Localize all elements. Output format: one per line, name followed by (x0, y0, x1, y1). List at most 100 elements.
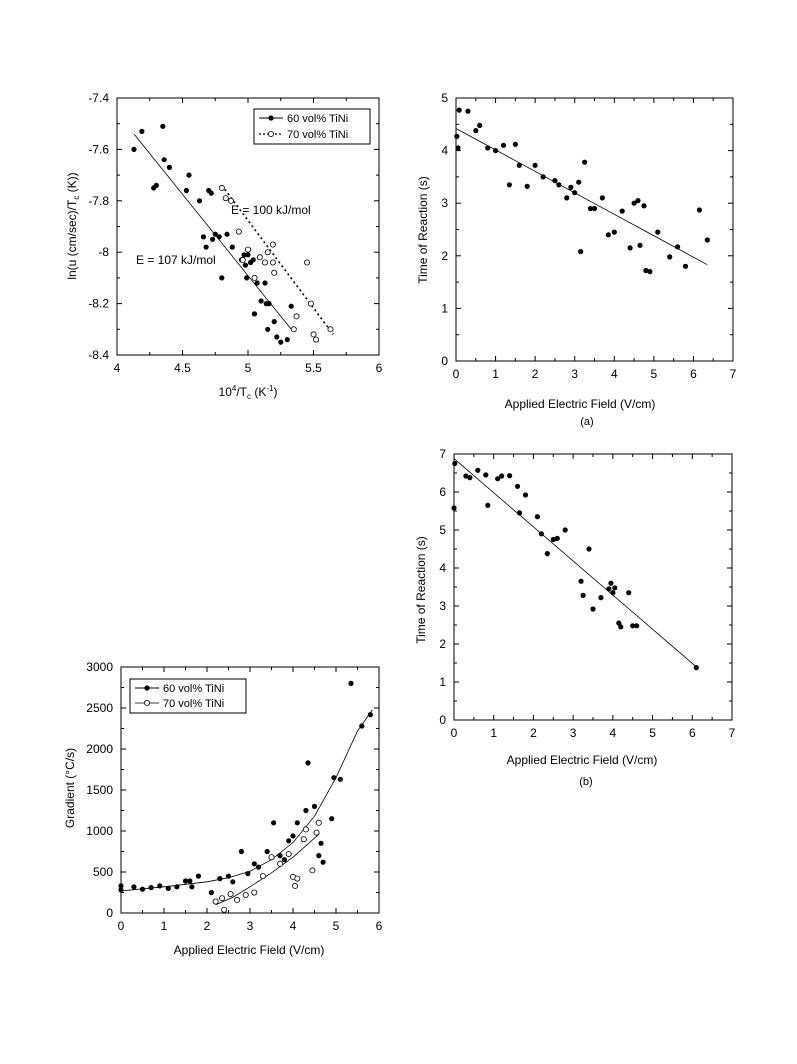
data-point (311, 332, 316, 337)
data-point (457, 108, 462, 113)
data-point (314, 337, 319, 342)
y-tick-label: 3 (439, 599, 446, 613)
data-point (556, 182, 561, 187)
data-point (252, 275, 257, 280)
data-point (265, 250, 270, 255)
data-point (217, 234, 222, 239)
data-point (683, 264, 688, 269)
data-point (260, 874, 265, 879)
data-point (303, 827, 308, 832)
data-point (244, 275, 249, 280)
fit-line (454, 459, 696, 667)
chart-b-caption: (b) (579, 776, 592, 788)
data-point (131, 147, 136, 152)
chart-reaction-time-a: 0 1 2 3 4 5 6 7012345 Applied Electric Field (V… (416, 91, 737, 428)
data-point (541, 174, 546, 179)
data-point (675, 244, 680, 249)
data-point (266, 301, 271, 306)
y-tick-label: 500 (93, 865, 113, 879)
data-point (612, 230, 617, 235)
legend-marker-60 (144, 685, 149, 690)
data-point (187, 878, 192, 883)
data-point (228, 892, 233, 897)
legend-marker-60 (268, 115, 273, 120)
data-point (568, 185, 573, 190)
data-point (338, 777, 343, 782)
data-point (256, 865, 261, 870)
data-point (118, 883, 123, 888)
x-tick-label: 6 (376, 361, 383, 375)
y-tick-label: 6 (439, 485, 446, 499)
data-point (485, 503, 490, 508)
data-point (278, 861, 283, 866)
y-tick-label: 7 (439, 447, 446, 461)
data-point (149, 885, 154, 890)
y-tick-label: 0 (439, 713, 446, 727)
data-point (271, 820, 276, 825)
data-point (272, 270, 277, 275)
data-point (598, 595, 603, 600)
chart-a-ylabel: Time of Reaction (s) (416, 176, 430, 284)
data-point (282, 857, 287, 862)
data-point (230, 879, 235, 884)
data-point (290, 833, 295, 838)
chart-arrhenius-xlabel: 104/Tc (K-1) (219, 384, 278, 401)
data-point (697, 207, 702, 212)
annotation-e107: E = 107 kJ/mol (136, 253, 216, 267)
data-point (219, 275, 224, 280)
data-point (612, 585, 617, 590)
data-point (286, 838, 291, 843)
legend-marker-70 (144, 700, 149, 705)
data-point (139, 129, 144, 134)
data-point (452, 461, 457, 466)
data-point (368, 712, 373, 717)
data-point (552, 178, 557, 183)
data-point (167, 165, 172, 170)
x-tick-label: 0 (118, 919, 125, 933)
data-point (579, 579, 584, 584)
data-point (255, 280, 260, 285)
data-point (535, 514, 540, 519)
data-point (586, 546, 591, 551)
data-point (608, 581, 613, 586)
data-point (230, 245, 235, 250)
data-point (303, 808, 308, 813)
x-tick-label: 2 (532, 367, 539, 381)
data-point (634, 623, 639, 628)
y-tick-label: 0 (441, 354, 448, 368)
legend-marker-70 (268, 131, 273, 136)
chart-gradient-ylabel: Gradient (°C/s) (63, 748, 77, 828)
data-point (312, 804, 317, 809)
y-tick-label: 0 (106, 906, 113, 920)
data-point (209, 191, 214, 196)
data-point (210, 237, 215, 242)
data-point (269, 855, 274, 860)
x-tick-label: 5 (649, 726, 656, 740)
data-point (245, 871, 250, 876)
data-point (174, 884, 179, 889)
data-point (564, 195, 569, 200)
data-point (220, 896, 225, 901)
data-point (184, 188, 189, 193)
data-point (610, 590, 615, 595)
data-point (186, 173, 191, 178)
x-tick-label: 4 (290, 919, 297, 933)
data-point (507, 182, 512, 187)
data-point (628, 245, 633, 250)
data-point (620, 209, 625, 214)
data-point (606, 232, 611, 237)
data-point (272, 319, 277, 324)
data-point (545, 551, 550, 556)
annotation-e100: E = 100 kJ/mol (231, 203, 311, 217)
chart-a-frame (456, 98, 733, 361)
data-point (592, 206, 597, 211)
data-point (209, 890, 214, 895)
data-point (131, 884, 136, 889)
chart-gradient: 0 1 2 3 4 5 6 0 500 1000 1500 2000 2500 3000 60 vol% … (63, 660, 383, 957)
y-tick-label: 1500 (86, 783, 113, 797)
data-point (243, 892, 248, 897)
data-point (578, 249, 583, 254)
data-point (154, 183, 159, 188)
data-point (301, 837, 306, 842)
data-point (236, 229, 241, 234)
